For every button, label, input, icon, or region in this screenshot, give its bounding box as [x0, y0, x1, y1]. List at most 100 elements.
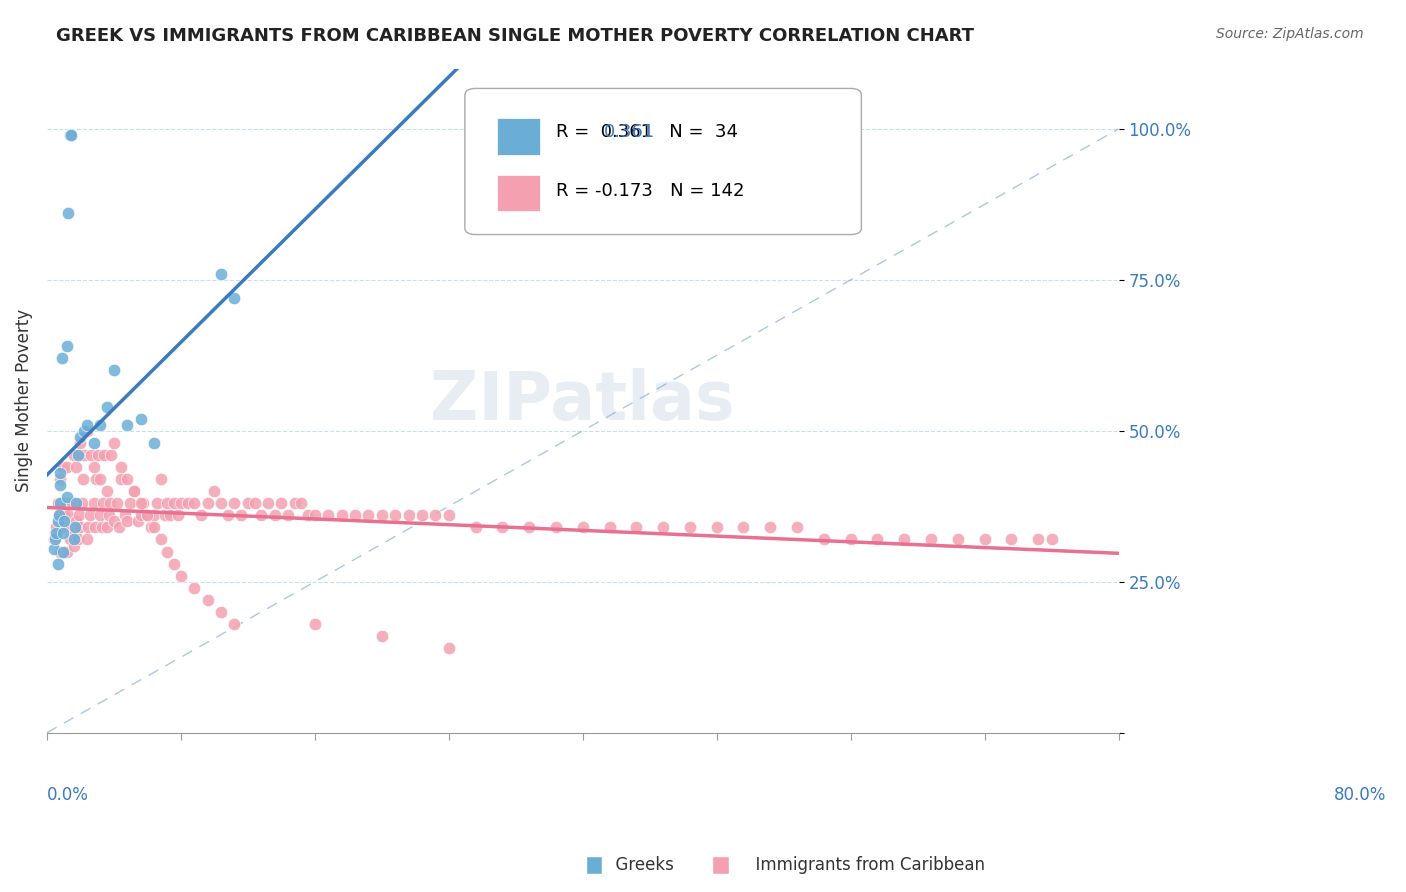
- Point: [866, 533, 889, 547]
- Point: [70, 496, 93, 510]
- Point: [73, 424, 96, 438]
- Point: [491, 520, 513, 534]
- Point: [464, 520, 486, 534]
- Point: [105, 496, 128, 510]
- Point: [163, 496, 186, 510]
- Point: [920, 533, 942, 547]
- Point: [132, 496, 155, 510]
- Bar: [586, 856, 603, 874]
- Point: [183, 581, 205, 595]
- Point: [277, 508, 299, 523]
- Point: [437, 508, 460, 523]
- Point: [398, 508, 420, 523]
- Point: [83, 435, 105, 450]
- Point: [44, 526, 66, 541]
- Point: [290, 496, 312, 510]
- Point: [973, 533, 995, 547]
- Point: [149, 533, 172, 547]
- Point: [59, 128, 82, 142]
- Point: [197, 592, 219, 607]
- Point: [49, 544, 72, 558]
- Point: [46, 557, 69, 571]
- Point: [69, 430, 91, 444]
- Point: [83, 496, 105, 510]
- Point: [143, 435, 166, 450]
- Point: [330, 508, 353, 523]
- Point: [51, 351, 73, 366]
- Point: [51, 520, 73, 534]
- Point: [89, 417, 111, 432]
- Text: Immigrants from Caribbean: Immigrants from Caribbean: [745, 855, 986, 873]
- Point: [136, 508, 159, 523]
- Point: [103, 514, 125, 528]
- Point: [1026, 533, 1049, 547]
- Point: [76, 417, 98, 432]
- Point: [76, 424, 98, 438]
- Point: [59, 533, 82, 547]
- Bar: [713, 856, 730, 874]
- Point: [384, 508, 406, 523]
- Point: [357, 508, 380, 523]
- Point: [100, 448, 122, 462]
- Point: [103, 435, 125, 450]
- Point: [190, 508, 212, 523]
- Point: [66, 448, 89, 462]
- Point: [110, 460, 132, 475]
- Point: [599, 520, 621, 534]
- Point: [69, 435, 91, 450]
- Point: [103, 363, 125, 377]
- Point: [42, 533, 65, 547]
- Point: [98, 496, 121, 510]
- Point: [284, 496, 307, 510]
- Point: [143, 508, 166, 523]
- Point: [679, 520, 702, 534]
- FancyBboxPatch shape: [465, 88, 862, 235]
- Point: [129, 508, 152, 523]
- Text: GREEK VS IMMIGRANTS FROM CARIBBEAN SINGLE MOTHER POVERTY CORRELATION CHART: GREEK VS IMMIGRANTS FROM CARIBBEAN SINGL…: [56, 27, 974, 45]
- Point: [371, 629, 394, 643]
- Point: [224, 617, 246, 632]
- Point: [73, 448, 96, 462]
- Point: [66, 533, 89, 547]
- Point: [122, 484, 145, 499]
- Point: [58, 206, 80, 220]
- Point: [1000, 533, 1022, 547]
- Point: [87, 448, 110, 462]
- Point: [53, 514, 76, 528]
- Point: [49, 466, 72, 480]
- Point: [425, 508, 447, 523]
- Point: [839, 533, 862, 547]
- Point: [44, 533, 66, 547]
- Point: [117, 514, 139, 528]
- Point: [79, 508, 101, 523]
- Point: [202, 484, 225, 499]
- Text: Source: ZipAtlas.com: Source: ZipAtlas.com: [1216, 27, 1364, 41]
- Point: [56, 490, 79, 504]
- Point: [1040, 533, 1063, 547]
- Point: [122, 484, 145, 499]
- Point: [145, 496, 167, 510]
- Point: [209, 267, 232, 281]
- Point: [110, 472, 132, 486]
- Point: [411, 508, 433, 523]
- Text: ZIPatlas: ZIPatlas: [430, 368, 735, 434]
- Point: [129, 496, 152, 510]
- Point: [236, 496, 259, 510]
- Point: [52, 526, 75, 541]
- Point: [263, 508, 285, 523]
- Point: [946, 533, 969, 547]
- Point: [159, 508, 181, 523]
- Point: [48, 508, 70, 523]
- Point: [733, 520, 755, 534]
- Point: [170, 496, 193, 510]
- Point: [197, 496, 219, 510]
- Point: [42, 541, 65, 556]
- Point: [77, 520, 100, 534]
- Point: [46, 514, 69, 528]
- Text: 80.0%: 80.0%: [1334, 786, 1386, 804]
- Point: [176, 496, 198, 510]
- Point: [46, 496, 69, 510]
- Point: [48, 508, 70, 523]
- Point: [626, 520, 648, 534]
- Point: [257, 496, 280, 510]
